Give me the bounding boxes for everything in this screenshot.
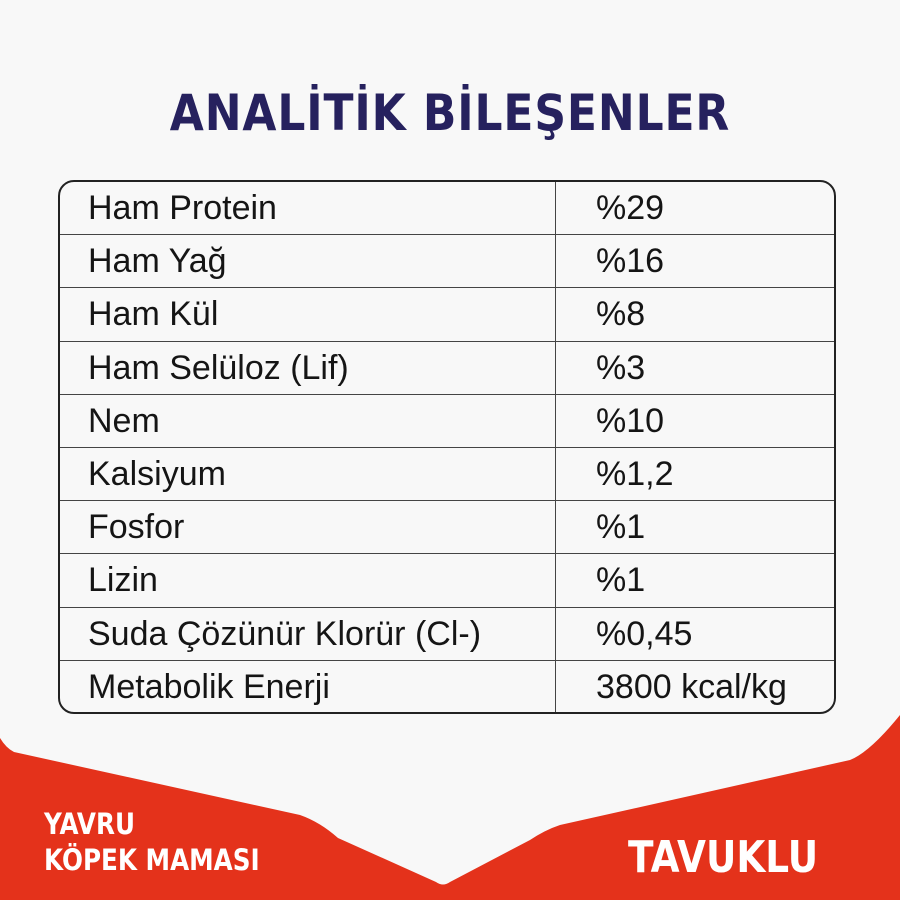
nutrient-name: Ham Selüloz (Lif) bbox=[60, 341, 556, 394]
nutrient-name: Metabolik Enerji bbox=[60, 660, 556, 712]
table-row: Suda Çözünür Klorür (Cl-) %0,45 bbox=[60, 607, 834, 661]
nutrient-name: Fosfor bbox=[60, 501, 556, 554]
nutrient-value: %1,2 bbox=[596, 454, 674, 493]
analysis-table: Ham Protein %29 Ham Yağ %16 Ham Kül %8 Ham Sel… bbox=[58, 180, 836, 714]
table-row: Metabolik Enerji 3800 kcal/kg bbox=[60, 660, 834, 712]
nutrient-name: Suda Çözünür Klorür (Cl-) bbox=[60, 607, 556, 660]
table-row: Lizin %1 bbox=[60, 554, 834, 608]
nutrient-name: Ham Yağ bbox=[60, 235, 556, 288]
nutrient-name: Ham Protein bbox=[60, 182, 556, 235]
table-row: Ham Yağ %16 bbox=[60, 235, 834, 289]
flavor-label: TAVUKLU bbox=[628, 832, 819, 883]
nutrient-value: %0,45 bbox=[596, 614, 693, 653]
nutrient-value: %1 bbox=[596, 508, 646, 547]
nutrient-value: %3 bbox=[596, 348, 646, 387]
nutrient-value: %8 bbox=[596, 295, 646, 334]
table-row: Kalsiyum %1,2 bbox=[60, 447, 834, 502]
product-line-label: YAVRU bbox=[44, 807, 135, 841]
table-row: Ham Selüloz (Lif) %3 bbox=[60, 341, 834, 395]
page-title: ANALİTİK BİLEŞENLER bbox=[169, 84, 731, 142]
product-type-label: KÖPEK MAMASI bbox=[44, 843, 260, 877]
nutrient-name: Lizin bbox=[60, 554, 556, 607]
table-row: Ham Protein %29 bbox=[60, 182, 834, 236]
nutrient-name: Ham Kül bbox=[60, 288, 556, 341]
nutrient-value: %10 bbox=[596, 401, 665, 440]
nutrient-name: Kalsiyum bbox=[60, 447, 556, 501]
nutrient-value: %29 bbox=[596, 189, 665, 227]
table-row: Fosfor %1 bbox=[60, 501, 834, 555]
nutrient-value: %16 bbox=[596, 242, 665, 281]
nutrient-value: 3800 kcal/kg bbox=[596, 667, 787, 706]
table-row: Nem %10 bbox=[60, 394, 834, 448]
table-row: Ham Kül %8 bbox=[60, 288, 834, 342]
nutrient-value: %1 bbox=[596, 561, 646, 600]
nutrient-name: Nem bbox=[60, 394, 556, 447]
